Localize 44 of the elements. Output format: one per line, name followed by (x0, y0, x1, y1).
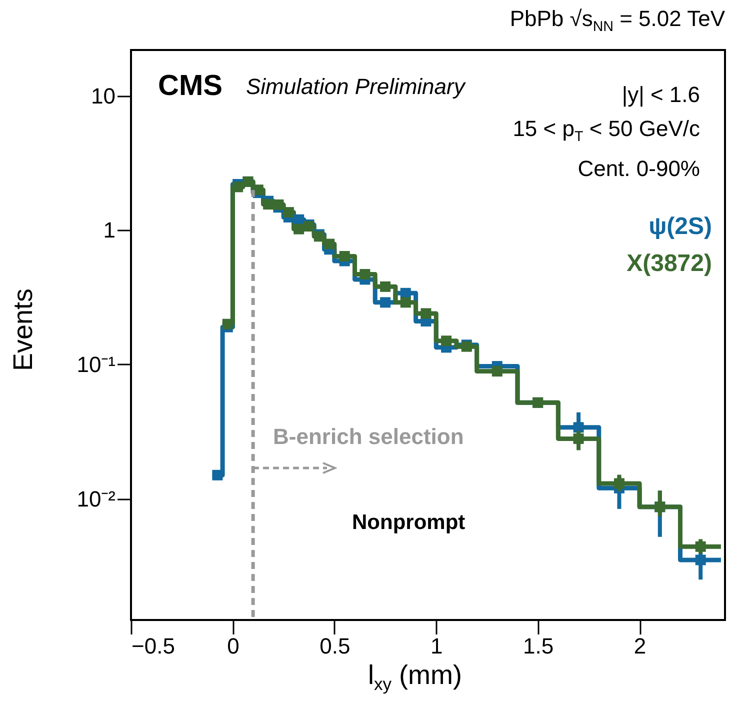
annotation: Nonprompt (352, 511, 466, 534)
point (263, 199, 274, 210)
point (252, 184, 264, 196)
annotation: CMS (158, 70, 222, 102)
y-tick-label: 1 (103, 218, 116, 243)
x-tick-label: 0 (227, 634, 240, 658)
x-tick-label: 1.5 (523, 634, 554, 658)
point (273, 199, 284, 210)
point (614, 478, 624, 489)
point (420, 308, 432, 319)
point (492, 366, 502, 377)
x-tick-label: 1 (430, 634, 443, 658)
point (360, 269, 370, 280)
annotation: Cent. 0-90% (578, 156, 700, 181)
point (339, 251, 350, 262)
point (222, 318, 233, 330)
y-tick-label: 10 (91, 83, 116, 108)
x-tick-label: 2 (634, 634, 646, 658)
point (695, 541, 706, 552)
point (695, 554, 706, 566)
point (283, 207, 294, 218)
point (573, 422, 584, 433)
x-tick-label: −0.5 (132, 634, 175, 658)
point (294, 224, 304, 234)
point (324, 238, 335, 250)
point (212, 470, 223, 480)
y-tick-label: 10⁻¹ (76, 352, 116, 377)
text: ψ(2S) (648, 213, 712, 240)
point (380, 297, 391, 308)
annotation: 15 < p$_{T}$ < 50 GeV/c (512, 116, 700, 145)
point (232, 182, 244, 192)
annotation: |y| < 1.6 (622, 82, 700, 107)
x-tick-label: 0.5 (320, 634, 350, 658)
y-axis-title: Events (8, 288, 38, 371)
ref-line-label: B-enrich selection (273, 424, 464, 449)
point (400, 297, 411, 308)
point (380, 281, 391, 292)
text: X(3872) (626, 250, 712, 277)
y-tick-label: 10⁻² (76, 486, 116, 512)
annotation: Simulation Preliminary (246, 74, 465, 99)
point (441, 336, 452, 346)
text: PbPb √s$_{NN}$ = 5.02 TeV (510, 6, 725, 35)
x-axis-title: l$_{xy}$ (mm) (368, 660, 462, 694)
point (573, 433, 584, 444)
